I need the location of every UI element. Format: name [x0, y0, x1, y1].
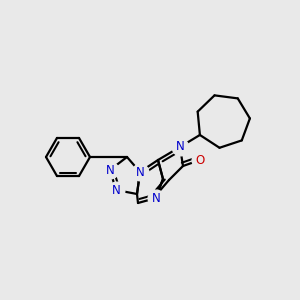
Text: N: N — [152, 191, 160, 205]
Text: N: N — [176, 140, 184, 154]
Text: N: N — [136, 166, 144, 178]
Text: N: N — [112, 184, 120, 196]
Text: N: N — [106, 164, 114, 176]
Text: O: O — [195, 154, 205, 166]
